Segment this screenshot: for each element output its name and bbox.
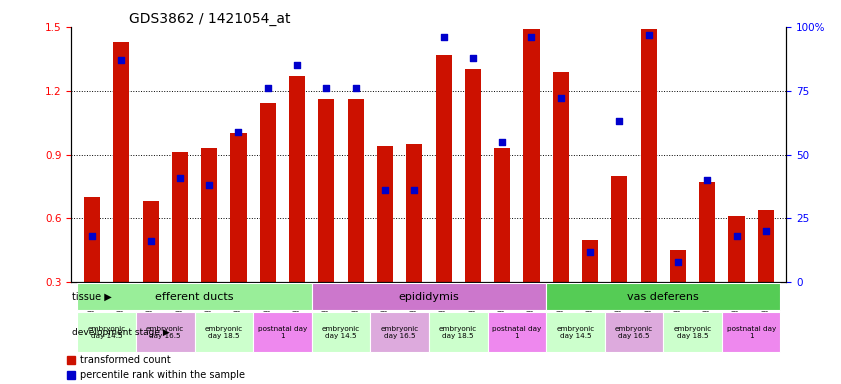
Bar [312, 312, 370, 353]
Text: embryonic
day 18.5: embryonic day 18.5 [674, 326, 711, 339]
Bar [77, 312, 136, 353]
Text: tissue ▶: tissue ▶ [71, 291, 112, 302]
Point [173, 174, 187, 180]
Bar [611, 176, 627, 282]
Point [232, 129, 246, 135]
Text: epididymis: epididymis [399, 291, 459, 302]
Bar [201, 148, 217, 282]
Bar [406, 144, 422, 282]
Point [436, 34, 450, 40]
Bar [289, 76, 305, 282]
Text: efferent ducts: efferent ducts [156, 291, 234, 302]
Point [671, 259, 685, 265]
Point [466, 55, 479, 61]
Point [349, 85, 362, 91]
Bar [523, 29, 540, 282]
Bar [436, 55, 452, 282]
Bar [136, 312, 194, 353]
Bar [641, 29, 657, 282]
Bar [670, 250, 686, 282]
Text: embryonic
day 14.5: embryonic day 14.5 [87, 326, 126, 339]
Text: embryonic
day 16.5: embryonic day 16.5 [146, 326, 184, 339]
Bar [172, 152, 188, 282]
Text: embryonic
day 14.5: embryonic day 14.5 [556, 326, 595, 339]
Point [759, 228, 773, 234]
Bar [142, 201, 159, 282]
Text: embryonic
day 14.5: embryonic day 14.5 [322, 326, 360, 339]
Bar [546, 312, 605, 353]
Text: embryonic
day 16.5: embryonic day 16.5 [615, 326, 653, 339]
Bar [84, 197, 100, 282]
Point [642, 31, 655, 38]
Bar [114, 42, 130, 282]
Text: GDS3862 / 1421054_at: GDS3862 / 1421054_at [129, 12, 290, 26]
Text: postnatal day
1: postnatal day 1 [258, 326, 307, 339]
Text: vas deferens: vas deferens [627, 291, 699, 302]
Bar [253, 312, 312, 353]
Bar [260, 104, 276, 282]
Point [320, 85, 333, 91]
Bar [488, 312, 546, 353]
Point [203, 182, 216, 188]
Bar [347, 99, 363, 282]
Point [584, 248, 597, 255]
Bar [758, 210, 774, 282]
Point [378, 187, 392, 194]
Point [261, 85, 274, 91]
Point [290, 62, 304, 68]
Bar [230, 133, 246, 282]
Bar [495, 148, 510, 282]
Bar [77, 283, 312, 310]
Bar [546, 283, 780, 310]
Bar [699, 182, 716, 282]
Text: development stage ▶: development stage ▶ [71, 328, 170, 337]
Point [730, 233, 743, 239]
Text: embryonic
day 18.5: embryonic day 18.5 [439, 326, 478, 339]
Bar [429, 312, 488, 353]
Text: percentile rank within the sample: percentile rank within the sample [81, 370, 246, 380]
Bar [465, 70, 481, 282]
Bar [605, 312, 664, 353]
Bar [318, 99, 335, 282]
Point [612, 118, 626, 124]
Point [144, 238, 157, 245]
Bar [582, 240, 598, 282]
Bar [722, 312, 780, 353]
Bar [312, 283, 546, 310]
Text: transformed count: transformed count [81, 355, 172, 365]
Point [495, 139, 509, 145]
Bar [377, 146, 393, 282]
Point [85, 233, 98, 239]
Bar [664, 312, 722, 353]
Point [525, 34, 538, 40]
Bar [194, 312, 253, 353]
Text: postnatal day
1: postnatal day 1 [727, 326, 775, 339]
Text: postnatal day
1: postnatal day 1 [492, 326, 542, 339]
Text: embryonic
day 18.5: embryonic day 18.5 [204, 326, 243, 339]
Bar [370, 312, 429, 353]
Point [408, 187, 421, 194]
Bar [728, 216, 744, 282]
Point [701, 177, 714, 183]
Text: embryonic
day 16.5: embryonic day 16.5 [380, 326, 419, 339]
Bar [553, 71, 569, 282]
Point [554, 95, 568, 101]
Point [114, 57, 128, 63]
